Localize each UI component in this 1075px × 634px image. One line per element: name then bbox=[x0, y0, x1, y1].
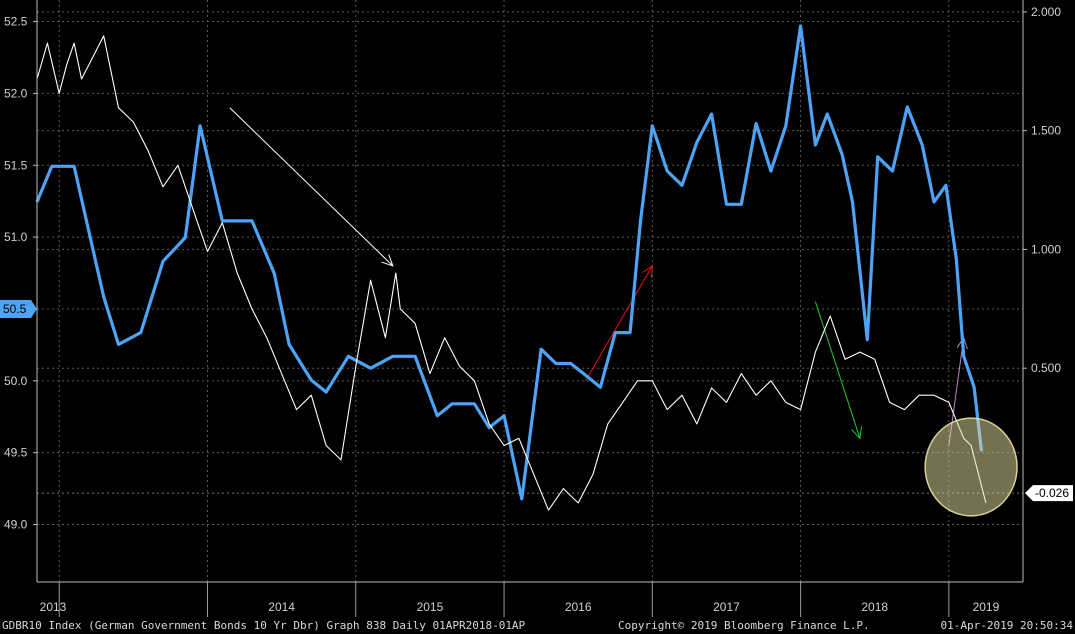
footer-timestamp: 01-Apr-2019 20:50:34 bbox=[940, 619, 1073, 632]
right-tick-label-0: 2.000 bbox=[1031, 5, 1061, 19]
year-label-2015: 2015 bbox=[417, 600, 444, 614]
year-label-2017: 2017 bbox=[713, 600, 740, 614]
footer-copyright: Copyright© 2019 Bloomberg Finance L.P. bbox=[618, 619, 870, 632]
year-label-2014: 2014 bbox=[268, 600, 295, 614]
left-tick-label-3: 51.0 bbox=[4, 230, 28, 244]
left-tick-label-5: 50.0 bbox=[4, 374, 28, 388]
highlight-circle-4 bbox=[924, 417, 1018, 517]
trend-arrow-0 bbox=[229, 107, 394, 267]
right-tick-label-1: 1.500 bbox=[1031, 124, 1061, 138]
left-highlight-label: 50.5 bbox=[3, 302, 27, 316]
left-tick-label-1: 52.0 bbox=[4, 86, 28, 100]
year-label-2013: 2013 bbox=[40, 600, 67, 614]
year-label-2019: 2019 bbox=[973, 600, 1000, 614]
yield-chart: 52.5 52.0 51.5 51.0 50.5 50.0 49.5 49.0 2.000 1.5… bbox=[0, 0, 1073, 617]
series-line-left bbox=[36, 35, 987, 511]
trend-arrowhead-2 bbox=[851, 426, 863, 440]
left-highlight-tag bbox=[0, 299, 37, 318]
left-tick-label-6: 49.5 bbox=[4, 446, 28, 460]
trend-arrowhead-0 bbox=[381, 254, 394, 267]
trend-arrowhead-1 bbox=[642, 264, 653, 278]
grid-lines bbox=[37, 0, 1023, 582]
year-label-2016: 2016 bbox=[565, 600, 592, 614]
series-layer bbox=[35, 24, 987, 511]
right-tick-label-3: 0.500 bbox=[1031, 361, 1061, 375]
right-tick-label-2: 1.000 bbox=[1031, 242, 1061, 256]
last-value-label: -0.026 bbox=[1035, 486, 1069, 500]
trend-arrow-1 bbox=[585, 265, 653, 382]
year-label-2018: 2018 bbox=[861, 600, 888, 614]
series-line-right bbox=[35, 24, 984, 501]
trend-arrow-2 bbox=[814, 301, 861, 439]
left-tick-label-7: 49.0 bbox=[4, 518, 28, 532]
left-tick-label-0: 52.5 bbox=[4, 15, 28, 29]
plot-area bbox=[37, 0, 1023, 582]
axes-layer: 52.5 52.0 51.5 51.0 50.5 50.0 49.5 49.0 2.000 1.5… bbox=[0, 0, 1073, 617]
left-tick-label-2: 51.5 bbox=[4, 158, 28, 172]
footer-bar: GDBR10 Index (German Government Bonds 10… bbox=[0, 617, 1075, 634]
annotation-overlay bbox=[924, 417, 1018, 517]
footer-index-description: GDBR10 Index (German Government Bonds 10… bbox=[2, 619, 526, 632]
last-value-tag bbox=[1025, 485, 1073, 502]
